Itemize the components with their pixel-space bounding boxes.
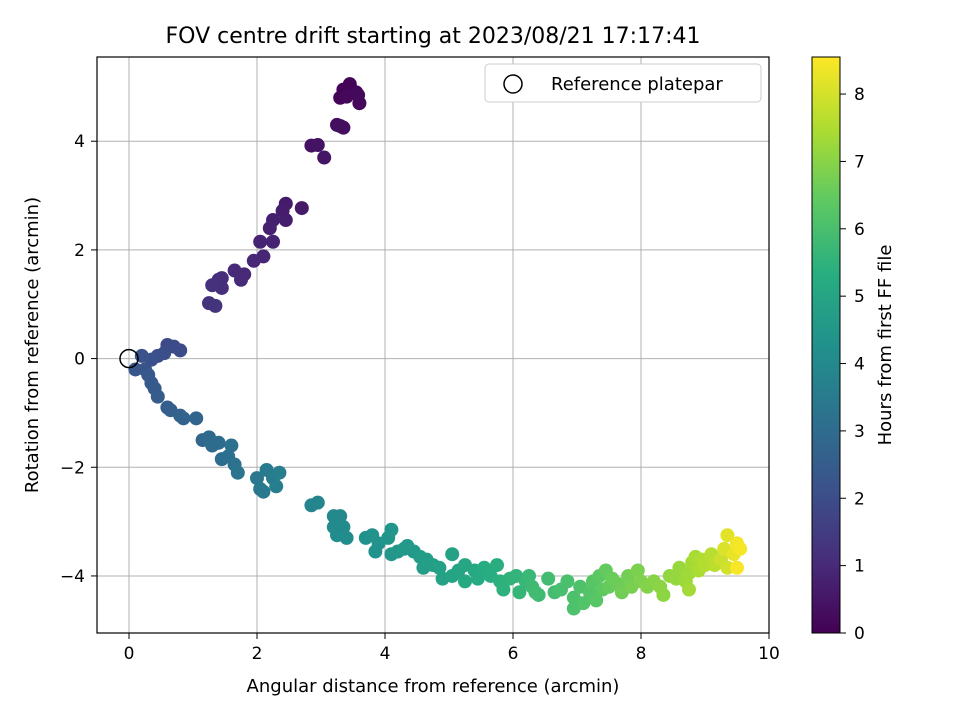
- data-point: [698, 558, 712, 573]
- grid: [97, 57, 770, 633]
- x-tick-label: 10: [758, 644, 780, 664]
- data-point: [294, 201, 309, 216]
- scatter-points: [128, 77, 748, 616]
- reference-marker: [119, 348, 139, 369]
- data-point: [339, 530, 354, 545]
- data-point: [630, 563, 645, 578]
- x-tick-label: 4: [380, 644, 391, 664]
- data-point: [150, 389, 165, 404]
- data-point: [230, 465, 245, 480]
- data-point: [278, 213, 293, 228]
- data-point: [256, 484, 271, 499]
- data-point: [333, 119, 348, 134]
- colorbar-tick-label: 2: [854, 489, 865, 509]
- data-point: [250, 471, 264, 486]
- x-tick-label: 6: [508, 644, 519, 664]
- y-axis-label: Rotation from reference (arcmin): [22, 197, 43, 493]
- colorbar-ticks: 0 1 2 3 4 5 6 7 8: [840, 85, 865, 644]
- data-point: [432, 560, 447, 575]
- colorbar-tick-label: 0: [854, 624, 865, 644]
- data-point: [720, 528, 735, 543]
- data-point: [541, 571, 556, 586]
- data-point: [560, 574, 575, 589]
- data-point: [266, 234, 280, 249]
- chart-title: FOV centre drift starting at 2023/08/21 …: [166, 24, 701, 49]
- data-point: [496, 582, 511, 597]
- data-point: [490, 558, 504, 573]
- data-point: [253, 234, 268, 249]
- data-point: [272, 465, 287, 480]
- colorbar-label: Hours from first FF file: [875, 245, 896, 446]
- data-point: [576, 596, 591, 611]
- data-point: [208, 298, 223, 313]
- data-point: [384, 522, 399, 537]
- data-point: [189, 411, 204, 426]
- y-axis-ticks: −4 −2 0 2 4: [60, 132, 97, 587]
- plot-frame: [96, 56, 770, 634]
- data-point: [351, 88, 366, 103]
- data-point: [176, 411, 191, 426]
- y-tick-label: −2: [60, 458, 85, 478]
- x-axis-ticks: 0 2 4 6 8 10: [124, 633, 780, 664]
- colorbar-tick-label: 1: [854, 557, 865, 577]
- data-point: [227, 263, 242, 278]
- legend-box: [484, 63, 762, 103]
- data-point: [269, 479, 284, 494]
- data-point: [224, 438, 239, 453]
- data-point: [339, 89, 354, 104]
- colorbar-tick-label: 5: [854, 287, 865, 307]
- data-point: [733, 541, 748, 556]
- data-point: [512, 585, 527, 600]
- data-point: [317, 150, 332, 165]
- x-tick-label: 0: [124, 644, 135, 664]
- data-point: [458, 574, 472, 589]
- data-point: [336, 520, 351, 535]
- data-point: [310, 138, 325, 153]
- x-tick-label: 2: [252, 644, 263, 664]
- colorbar-tick-label: 8: [854, 85, 865, 105]
- colorbar-tick-label: 6: [854, 220, 865, 240]
- y-tick-label: 0: [74, 350, 85, 370]
- data-point: [246, 253, 261, 268]
- data-point: [205, 278, 220, 293]
- colorbar-tick-label: 7: [854, 152, 865, 172]
- y-tick-label: −4: [60, 567, 85, 587]
- legend-marker: [503, 74, 523, 94]
- colorbar: [811, 56, 841, 634]
- data-point: [445, 547, 460, 562]
- y-tick-label: 2: [74, 241, 85, 261]
- data-point: [730, 560, 744, 575]
- data-point: [470, 571, 485, 586]
- colorbar-tick-label: 3: [854, 422, 865, 442]
- data-point: [656, 587, 671, 602]
- data-point: [528, 585, 543, 600]
- data-point: [310, 495, 325, 510]
- x-tick-label: 8: [636, 644, 647, 664]
- data-point: [720, 560, 735, 575]
- legend-label: Reference platepar: [551, 74, 723, 95]
- x-axis-label: Angular distance from reference (arcmin): [247, 676, 620, 697]
- data-point: [333, 509, 348, 524]
- data-point: [211, 435, 226, 450]
- data-point: [128, 362, 143, 377]
- data-point: [173, 343, 188, 358]
- data-point: [682, 582, 696, 597]
- y-tick-label: 4: [74, 132, 85, 152]
- legend: Reference platepar: [484, 63, 762, 103]
- colorbar-tick-label: 4: [854, 355, 865, 375]
- data-point: [522, 568, 536, 583]
- data-point: [262, 221, 277, 236]
- data-point: [589, 593, 604, 608]
